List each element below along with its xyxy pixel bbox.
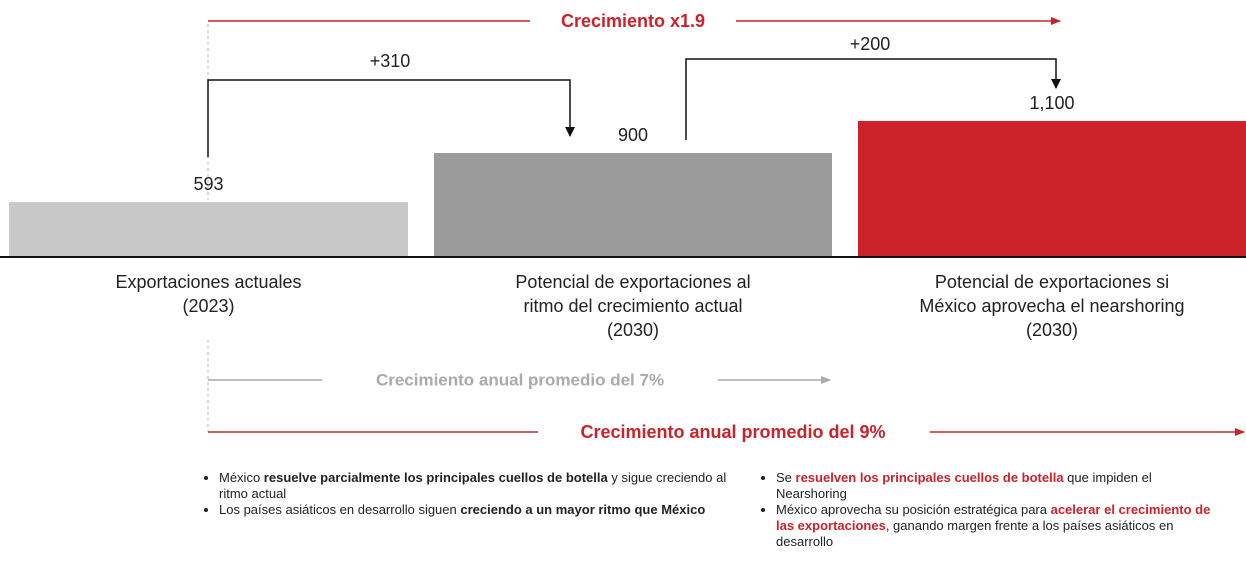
value-label: 1,100 bbox=[1029, 93, 1074, 113]
bullet-text: que impiden el Nearshoring bbox=[776, 470, 1152, 501]
category-label: Exportaciones actuales (2023) bbox=[115, 272, 302, 316]
step-arrow bbox=[207, 79, 575, 157]
label-bg bbox=[530, 8, 736, 34]
label-bg bbox=[322, 368, 718, 392]
value-label: 593 bbox=[193, 174, 223, 194]
bullet-list: Se resuelven los principales cuellos de … bbox=[762, 470, 1222, 550]
bullet-emphasis: resuelven los principales cuellos de bot… bbox=[795, 470, 1064, 485]
bullet-list: México resuelve parcialmente los princip… bbox=[205, 470, 750, 518]
bar bbox=[434, 153, 832, 257]
growth-label: Crecimiento anual promedio del 7% bbox=[376, 370, 664, 389]
step-label: +310 bbox=[370, 51, 411, 71]
note-column: Se resuelven los principales cuellos de … bbox=[762, 470, 1222, 550]
bar bbox=[858, 121, 1246, 257]
bullet-text: , ganando margen frente a los países asi… bbox=[776, 518, 1174, 549]
step-label: +200 bbox=[850, 34, 891, 54]
bullet: México resuelve parcialmente los princip… bbox=[219, 470, 750, 502]
bullet: México aprovecha su posición estratégica… bbox=[776, 502, 1222, 550]
bullet-text: Los países asiáticos en desarrollo sigue… bbox=[219, 502, 461, 517]
bar bbox=[9, 202, 408, 257]
bullet-text: México aprovecha su posición estratégica… bbox=[776, 502, 1051, 517]
growth-label: Crecimiento anual promedio del 9% bbox=[580, 422, 885, 442]
label-bg bbox=[538, 419, 930, 445]
bullet: Los países asiáticos en desarrollo sigue… bbox=[219, 502, 750, 518]
note-column: México resuelve parcialmente los princip… bbox=[205, 470, 750, 518]
bullet-emphasis: acelerar el crecimiento de las exportaci… bbox=[776, 502, 1211, 533]
value-label: 900 bbox=[618, 125, 648, 145]
category-label: Potencial de exportaciones si México apr… bbox=[919, 272, 1185, 340]
bullet-text: Se bbox=[776, 470, 796, 485]
growth-label: Crecimiento x1.9 bbox=[561, 11, 705, 31]
step-arrow bbox=[685, 58, 1061, 140]
category-label: Potencial de exportaciones al ritmo del … bbox=[515, 272, 751, 340]
bullet-emphasis: resuelve parcialmente los principales cu… bbox=[263, 470, 608, 485]
bullet-text: México bbox=[219, 470, 264, 485]
bullet-text: y sigue creciendo al ritmo actual bbox=[219, 470, 727, 501]
bullet: Se resuelven los principales cuellos de … bbox=[776, 470, 1222, 502]
bullet-emphasis: creciendo a un mayor ritmo que México bbox=[460, 502, 706, 517]
